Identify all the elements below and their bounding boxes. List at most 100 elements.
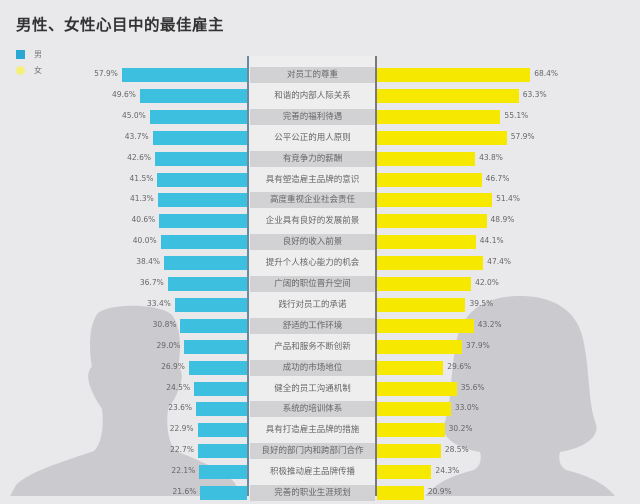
chart-row: 22.7% 良好的部门内和跨部门合作 28.5%: [0, 441, 640, 462]
male-value-label: 36.7%: [139, 278, 164, 287]
female-value-label: 43.8%: [479, 152, 503, 162]
male-bar: [184, 339, 247, 354]
chart-row: 41.3% 高度重视企业社会责任 51.4%: [0, 190, 640, 211]
female-value-label: 37.9%: [465, 340, 490, 350]
male-bar: [180, 318, 247, 333]
female-bar: [377, 297, 466, 312]
male-bar: [200, 486, 247, 500]
female-bar: [377, 423, 445, 438]
category-label: 具有塑造雇主品牌的意识: [265, 174, 360, 185]
male-value-label: 24.5%: [166, 382, 191, 392]
male-bar: [149, 109, 247, 124]
female-value-label: 68.4%: [534, 69, 559, 78]
female-value-label: 57.9%: [510, 131, 535, 141]
female-value-label: 39.5%: [469, 298, 494, 308]
chart-row: 41.5% 具有塑造雇主品牌的意识 46.7%: [0, 170, 640, 191]
male-bar: [197, 444, 247, 459]
male-value-label: 22.7%: [170, 445, 194, 455]
chart-row: 49.6% 和谐的内部人际关系 63.3%: [0, 86, 640, 107]
category-label: 健全的员工沟通机制: [274, 383, 351, 394]
category-label: 完善的职业生涯规划: [250, 485, 375, 501]
male-value-label: 26.9%: [161, 361, 185, 371]
female-value-label: 24.3%: [435, 466, 460, 476]
legend-swatch-male: [16, 49, 25, 59]
male-bar: [197, 423, 247, 438]
category-label: 良好的部门内和跨部门合作: [250, 443, 375, 460]
chart-row: 38.4% 提升个人核心能力的机会 47.4%: [0, 253, 640, 274]
female-bar: [377, 465, 432, 480]
category-label: 公平公正的用人原则: [274, 132, 351, 143]
male-bar: [152, 130, 247, 145]
chart-row: 30.8% 舒适的工作环境 43.2%: [0, 316, 640, 337]
female-bar: [377, 486, 424, 500]
male-value-label: 41.5%: [129, 173, 154, 183]
category-label: 系统的培训体系: [250, 401, 375, 418]
male-value-label: 40.0%: [132, 236, 157, 246]
female-bar: [377, 88, 519, 103]
female-bar: [377, 402, 451, 417]
male-bar: [159, 214, 247, 229]
male-value-label: 29.0%: [156, 340, 181, 350]
male-bar: [154, 151, 247, 166]
male-bar: [160, 235, 247, 250]
chart-row: 43.7% 公平公正的用人原则 57.9%: [0, 128, 640, 149]
male-value-label: 57.9%: [94, 69, 118, 78]
legend-swatch-female: [16, 65, 25, 75]
male-value-label: 49.6%: [112, 89, 136, 99]
male-value-label: 21.6%: [172, 487, 197, 496]
chart-row: 22.1% 积极推动雇主品牌传播 24.3%: [0, 462, 640, 483]
category-label: 积极推动雇主品牌传播: [269, 467, 355, 478]
male-value-label: 33.4%: [147, 298, 171, 308]
category-label: 企业具有良好的发展前景: [265, 216, 360, 227]
male-bar: [194, 381, 247, 396]
chart-row: 29.0% 产品和服务不断创新 37.9%: [0, 337, 640, 358]
legend: 男 女: [16, 46, 42, 78]
category-label: 成功的市场地位: [250, 359, 375, 376]
female-value-label: 43.2%: [477, 319, 502, 329]
female-axis-divider: [375, 56, 377, 496]
male-bar: [121, 68, 247, 82]
male-value-label: 40.6%: [131, 215, 156, 225]
male-value-label: 43.7%: [124, 131, 149, 141]
female-bar: [377, 381, 457, 396]
male-value-label: 38.4%: [136, 257, 161, 267]
female-value-label: 48.9%: [490, 215, 515, 225]
female-bar: [377, 193, 493, 208]
male-value-label: 42.6%: [127, 152, 151, 162]
category-label: 有竞争力的薪酬: [250, 150, 375, 167]
category-label: 对员工的尊重: [250, 67, 375, 83]
legend-label-male: 男: [34, 49, 42, 59]
chart-row: 40.0% 良好的收入前景 44.1%: [0, 232, 640, 253]
category-label: 具有打造雇主品牌的措施: [265, 425, 360, 436]
male-value-label: 23.6%: [168, 403, 193, 413]
chart-row: 40.6% 企业具有良好的发展前景 48.9%: [0, 211, 640, 232]
female-value-label: 35.6%: [460, 382, 485, 392]
female-value-label: 30.2%: [448, 424, 473, 434]
category-label: 广阔的职位晋升空间: [250, 276, 375, 292]
chart-row: 22.9% 具有打造雇主品牌的措施 30.2%: [0, 420, 640, 441]
female-bar: [377, 444, 441, 459]
legend-item-female: 女: [16, 62, 42, 78]
male-silhouette-icon: [10, 305, 240, 496]
chart-row: 23.6% 系统的培训体系 33.0%: [0, 399, 640, 420]
male-bar: [199, 465, 247, 480]
male-bar: [167, 277, 247, 291]
chart-title: 男性、女性心目中的最佳雇主: [16, 16, 225, 34]
female-bar: [377, 277, 472, 291]
category-label: 践行对员工的承诺: [278, 299, 347, 310]
chart-row: 36.7% 广阔的职位晋升空间 42.0%: [0, 274, 640, 295]
category-label: 完善的福利待遇: [250, 108, 375, 125]
female-value-label: 47.4%: [487, 257, 511, 267]
male-value-label: 22.1%: [171, 466, 196, 476]
male-bar: [196, 402, 247, 417]
female-bar: [377, 235, 476, 250]
male-bar: [157, 172, 247, 187]
male-value-label: 30.8%: [152, 319, 177, 329]
female-value-label: 44.1%: [479, 236, 504, 246]
male-value-label: 22.9%: [169, 424, 194, 434]
female-value-label: 46.7%: [485, 173, 510, 183]
female-bar: [377, 109, 501, 124]
female-bar: [377, 318, 474, 333]
chart-row: 42.6% 有竞争力的薪酬 43.8%: [0, 149, 640, 170]
male-bar: [188, 360, 247, 375]
